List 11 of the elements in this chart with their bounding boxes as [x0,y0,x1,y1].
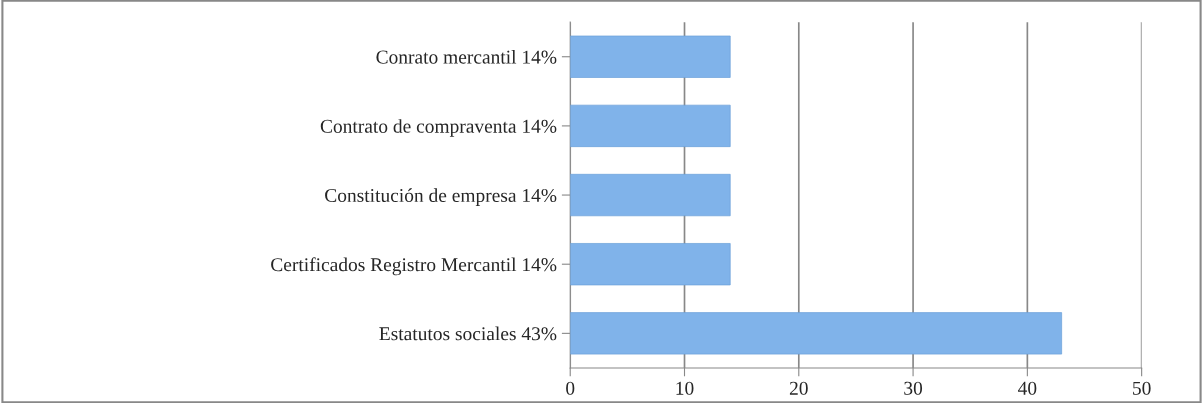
y-tick-label: Estatutos sociales 43% [379,326,557,341]
y-tick-label: Constitución de empresa 14% [325,188,557,206]
y-tick-label: Contrato de compraventa 14% [320,119,557,137]
x-tick-label: 40 [1018,381,1037,395]
y-tick-label: Certificados Registro Mercantil 14% [271,257,557,276]
x-tick-label: 20 [789,381,808,395]
x-tick-label: 0 [566,381,575,395]
x-tick-label: 30 [904,381,923,395]
y-tick-label: Conrato mercantil 14% [376,50,557,64]
x-tick-label: 10 [676,381,694,395]
x-tick-label: 50 [1133,381,1151,395]
